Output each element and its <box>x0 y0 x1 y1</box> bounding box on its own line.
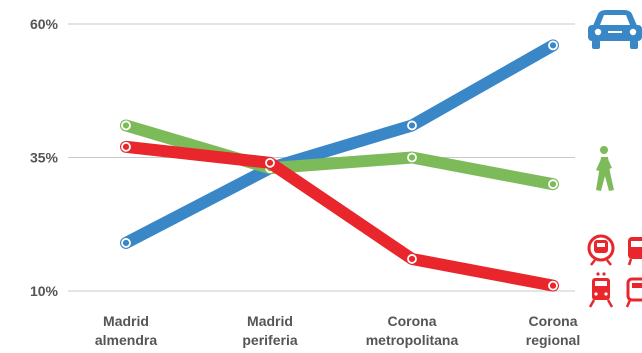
legend-icons <box>587 10 642 308</box>
x-tick-label: Corona regional <box>526 313 580 348</box>
data-point <box>548 280 558 291</box>
y-tick-label: 35% <box>30 150 59 166</box>
series-public-transport <box>120 140 559 292</box>
data-point <box>121 141 131 152</box>
data-point <box>407 254 417 264</box>
y-tick-label: 10% <box>30 283 59 299</box>
public-transport-icon <box>587 234 642 308</box>
data-point <box>121 238 131 248</box>
data-point <box>548 179 558 190</box>
walking-person-icon <box>596 146 614 191</box>
car-icon <box>588 10 642 49</box>
data-point <box>548 40 558 51</box>
series-line <box>120 119 559 191</box>
series-line <box>120 140 559 292</box>
data-point <box>121 120 131 131</box>
series-lines <box>120 39 559 292</box>
data-point <box>407 120 417 131</box>
x-tick-label: Corona metropolitana <box>366 313 459 348</box>
x-tick-label: Madrid periferia <box>242 313 297 348</box>
x-axis-ticks: Madrid almendra Madrid periferia Corona metro… <box>95 313 580 348</box>
data-point <box>265 157 275 168</box>
x-tick-label: Madrid almendra <box>95 313 157 348</box>
data-point <box>407 152 417 163</box>
y-axis-ticks: 60% 35% 10% <box>30 16 59 299</box>
series-line <box>120 39 559 249</box>
y-tick-label: 60% <box>30 16 59 32</box>
